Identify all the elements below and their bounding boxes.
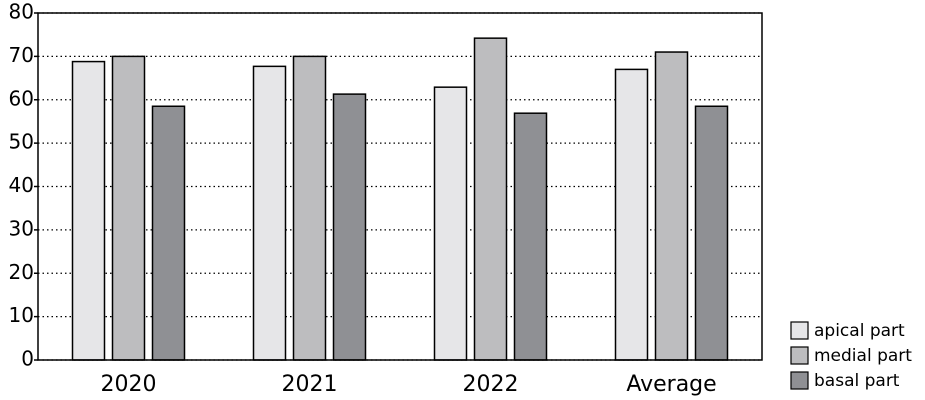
x-tick-label: Average (626, 372, 716, 397)
bar (473, 37, 508, 361)
bar (433, 86, 468, 361)
y-tick-label: 40 (9, 173, 34, 197)
y-tick-label: 10 (9, 303, 34, 327)
bar (614, 68, 649, 361)
y-tick-label: 60 (9, 86, 34, 110)
x-tick-label: 2022 (463, 372, 519, 397)
x-tick-label: 2020 (101, 372, 157, 397)
y-tick-label: 0 (21, 347, 34, 371)
bar (332, 93, 367, 361)
legend-label: medial part (814, 346, 912, 366)
legend-swatch (790, 371, 809, 390)
legend-swatch (790, 346, 809, 365)
bar (513, 112, 548, 361)
legend-label: apical part (814, 321, 905, 341)
y-tick-label: 80 (9, 0, 34, 24)
y-tick-label: 30 (9, 216, 34, 240)
bar (71, 60, 106, 361)
legend-swatch (790, 321, 809, 340)
legend-label: basal part (814, 371, 900, 391)
bar (111, 55, 146, 361)
bar (654, 51, 689, 361)
bar (151, 105, 186, 361)
bar (292, 55, 327, 361)
y-tick-label: 50 (9, 130, 34, 154)
bar (694, 105, 729, 361)
x-tick-label: 2021 (282, 372, 338, 397)
y-tick-label: 20 (9, 260, 34, 284)
bar (252, 65, 287, 361)
plot-frame (37, 12, 763, 361)
y-tick-label: 70 (9, 43, 34, 67)
